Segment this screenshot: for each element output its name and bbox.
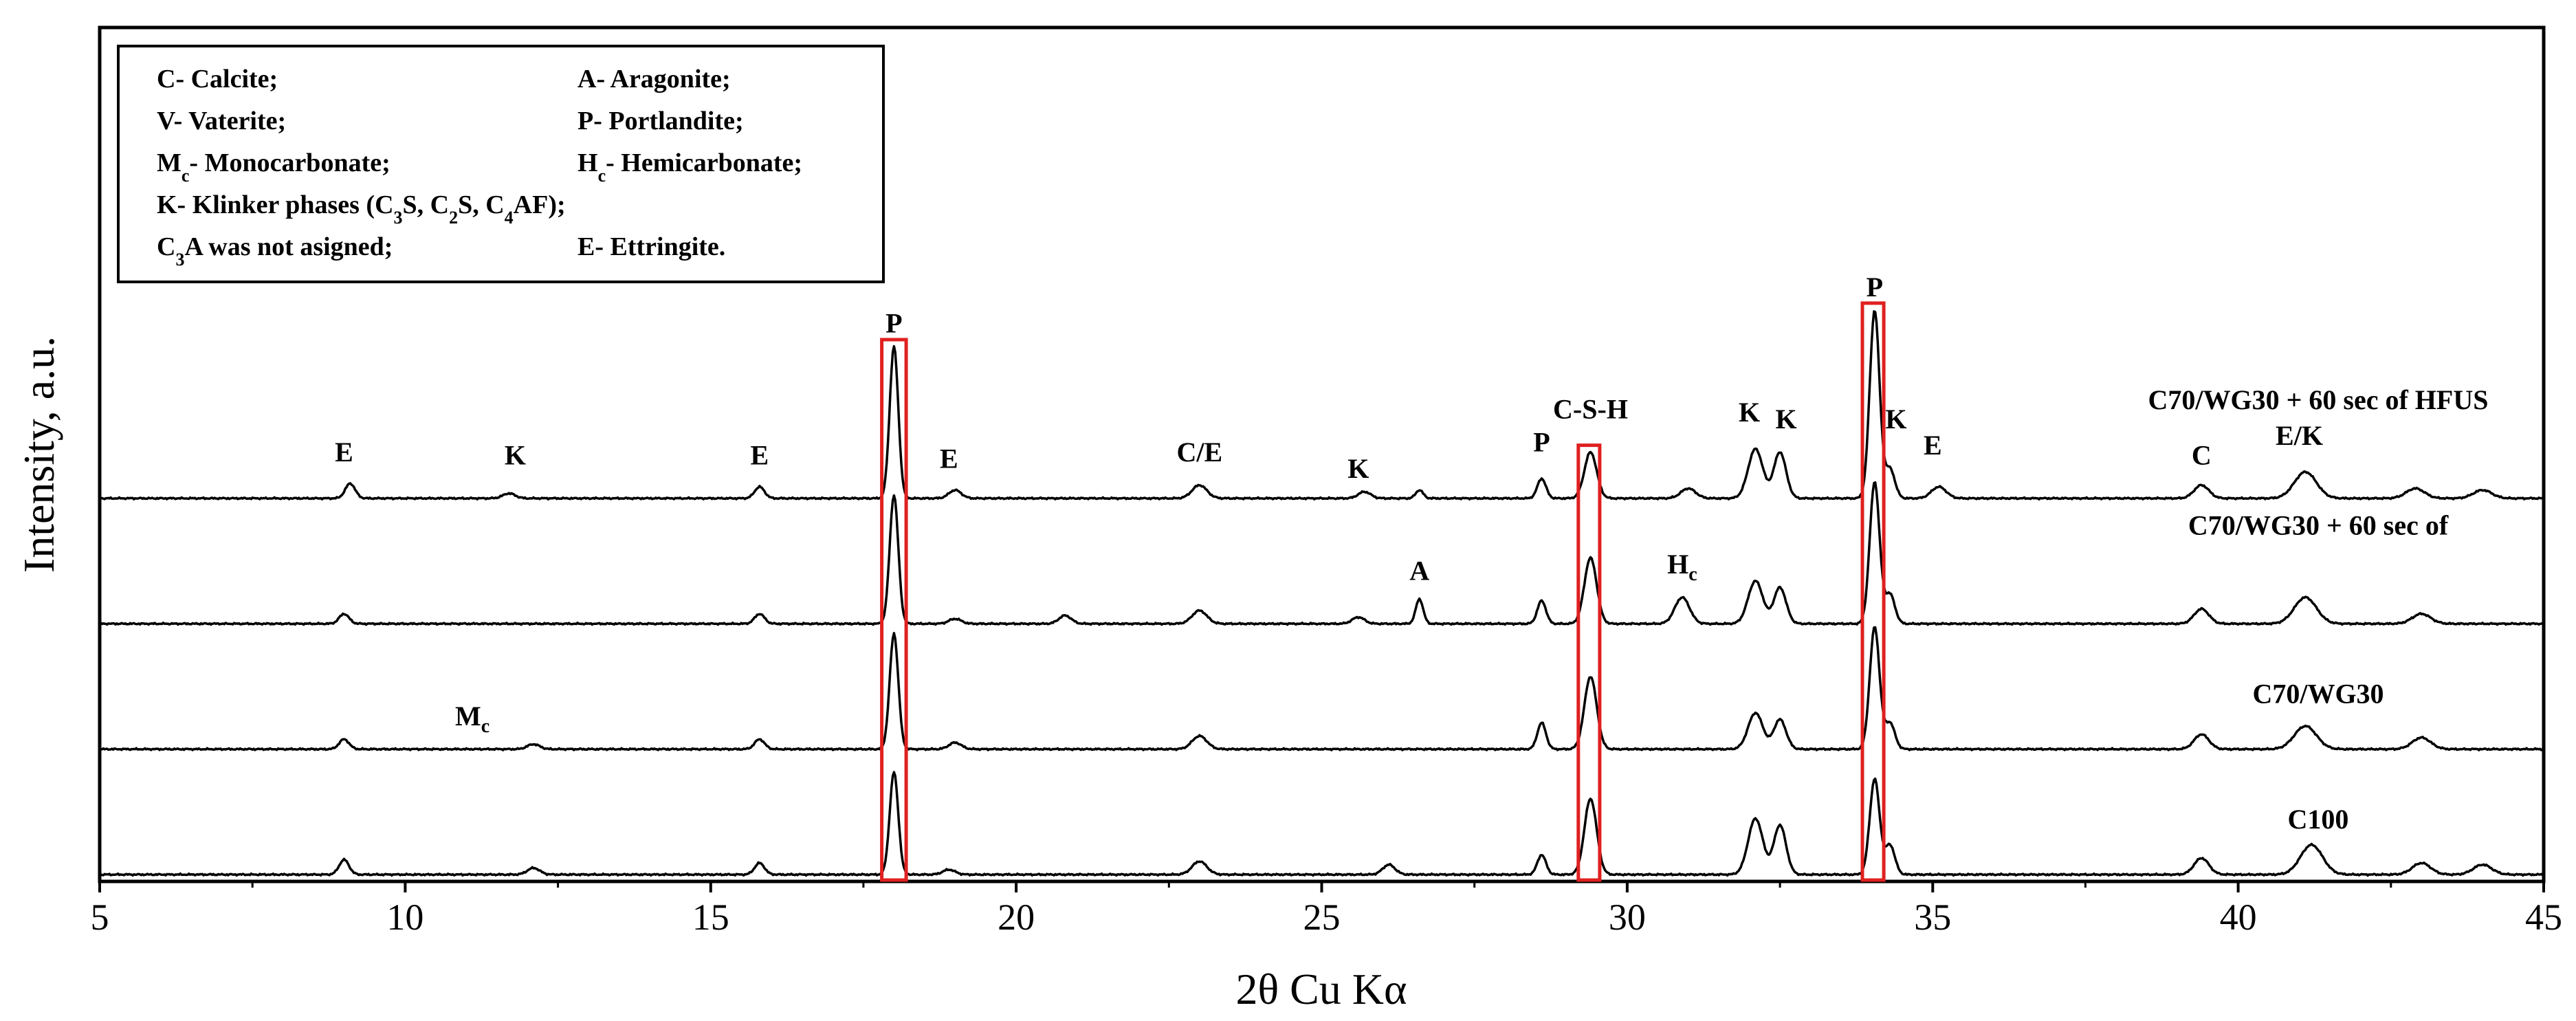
x-axis-title: 2θ Cu Kα [1235, 965, 1407, 1013]
series-line-1 [99, 626, 2544, 751]
peak-label-1: K [505, 440, 526, 471]
highlight-box-1 [1576, 443, 1602, 882]
highlight-layer [880, 301, 1886, 882]
legend-box [117, 45, 885, 283]
y-axis-title: Intensity, a.u. [14, 336, 63, 573]
series-label-layer: C100 C70/WG30 C70/WG30 + 60 sec of C70/WG30… [2148, 384, 2489, 835]
peak-label-5: C/E [1176, 437, 1222, 468]
legend-rows: C- Calcite; A- Aragonite; V- Vaterite; P- P… [157, 65, 802, 270]
legend: C- Calcite; A- Aragonite; V- Vaterite; P- P… [117, 45, 885, 283]
series-layer [99, 310, 2544, 877]
legend-entry-4-0: C3A was not asigned; [157, 232, 393, 270]
peak-label-15: E/K [2276, 420, 2323, 451]
x-tick-label-3: 20 [998, 897, 1035, 938]
series-label-1: C70/WG30 [2252, 678, 2384, 709]
peak-label-8: C-S-H [1553, 393, 1628, 424]
peak-label-17: Hc [1667, 549, 1697, 585]
series-line-0 [99, 771, 2544, 877]
x-tick-label-0: 5 [91, 897, 109, 938]
peak-label-6: K [1347, 453, 1369, 484]
series-line-2 [99, 481, 2544, 626]
legend-entry-1-1: P- Portlandite; [577, 107, 744, 135]
peak-label-4: E [940, 443, 958, 474]
peak-label-2: E [750, 440, 769, 471]
legend-entry-0-1: A- Aragonite; [577, 65, 731, 94]
peak-label-9: K [1739, 397, 1760, 428]
peak-label-3: P [885, 308, 902, 339]
peak-label-0: E [335, 437, 353, 468]
series-label-2: C70/WG30 + 60 sec of [2188, 510, 2449, 541]
x-tick-label-1: 10 [386, 897, 423, 938]
peak-label-13: E [1924, 430, 1942, 461]
legend-entry-0-0: C- Calcite; [157, 65, 278, 94]
legend-entry-1-0: V- Vaterite; [157, 107, 286, 135]
peak-label-18: Mc [455, 701, 489, 737]
series-label-0: C100 [2288, 804, 2349, 835]
x-axis-ticks: 5 10 15 20 25 30 35 40 45 [91, 881, 2562, 938]
x-tick-label-2: 15 [692, 897, 729, 938]
series-label-3: C70/WG30 + 60 sec of HFUS [2148, 384, 2489, 415]
peak-label-12: K [1885, 404, 1906, 435]
legend-entry-2-1: Hc- Hemicarbonate; [577, 149, 802, 186]
x-tick-label-4: 25 [1303, 897, 1341, 938]
legend-entry-4-1: E- Ettringite. [577, 232, 725, 261]
x-tick-label-5: 30 [1609, 897, 1646, 938]
peak-label-14: C [2192, 440, 2212, 471]
highlight-box-0 [880, 338, 908, 882]
x-tick-label-8: 45 [2525, 897, 2562, 938]
legend-entry-3-0: K- Klinker phases (C3S, C2S, C4AF); [157, 190, 566, 228]
x-tick-label-6: 35 [1914, 897, 1951, 938]
x-tick-label-7: 40 [2220, 897, 2257, 938]
peak-label-11: P [1867, 272, 1883, 303]
peak-label-16: A [1409, 556, 1429, 586]
peak-label-7: P [1533, 426, 1550, 457]
series-line-3 [99, 310, 2544, 501]
highlight-box-2 [1860, 301, 1886, 882]
peak-label-10: K [1775, 404, 1796, 435]
legend-entry-2-0: Mc- Monocarbonate; [157, 149, 390, 186]
